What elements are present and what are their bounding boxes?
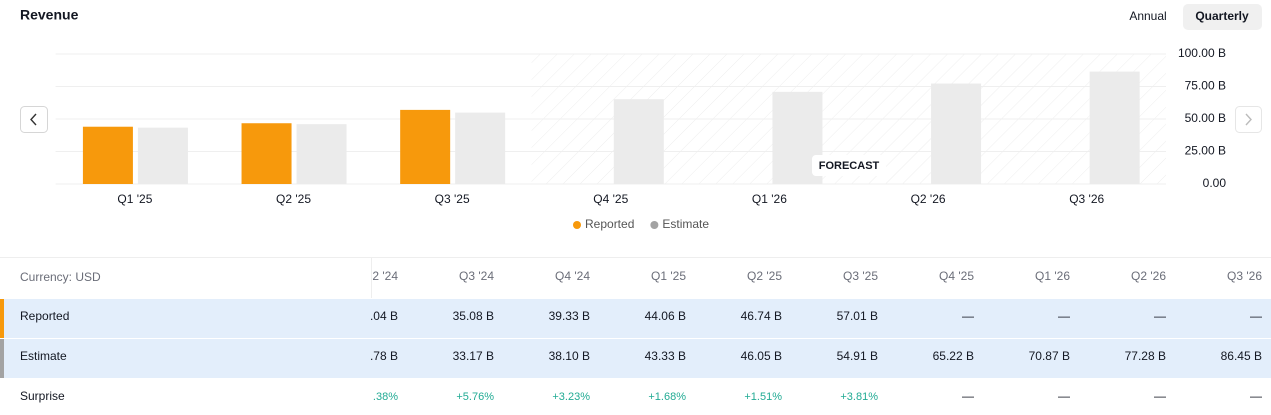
cell: —: [1058, 309, 1070, 323]
row-label: Reported: [20, 309, 69, 323]
column-header: Q4 '25: [939, 269, 974, 283]
column-header: Q4 '24: [555, 269, 590, 283]
row-bg: [0, 338, 1271, 378]
x-tick-label: Q2 '25: [276, 192, 311, 206]
column-header: Q3 '26: [1227, 269, 1262, 283]
bar: [1089, 71, 1140, 184]
bar: [931, 83, 982, 184]
y-tick-label: 75.00 B: [1185, 79, 1226, 93]
column-header: Q2 '25: [747, 269, 782, 283]
row-label: Surprise: [20, 389, 65, 403]
cell: 43.33 B: [645, 349, 686, 363]
cell: +5.76%: [456, 391, 494, 403]
legend-swatch: [650, 221, 659, 229]
bar: [400, 109, 451, 184]
y-tick-label: 50.00 B: [1185, 111, 1226, 125]
bar: [296, 124, 347, 184]
plot: 0.00 25.00 B 50.00 B 75.00 B 100.00 B Q1 '25 Q…: [55, 46, 1227, 231]
cell: +3.23%: [552, 391, 590, 403]
cell: 46.74 B: [741, 309, 782, 323]
cell: 65.22 B: [933, 349, 974, 363]
cell: 57.01 B: [837, 309, 878, 323]
cell: —: [1250, 309, 1262, 323]
cell: 77.28 B: [1125, 349, 1166, 363]
tab-active-bg: [1183, 4, 1262, 30]
row-stripe: [0, 338, 4, 378]
tab-annual[interactable]: Annual: [1129, 9, 1166, 23]
cell: 35.08 B: [453, 309, 494, 323]
row-bg: [0, 298, 1271, 338]
column-header: Q1 '25: [651, 269, 686, 283]
currency-label: Currency: USD: [20, 270, 101, 284]
title: Revenue: [20, 7, 79, 23]
cell: 86.45 B: [1221, 349, 1262, 363]
row-stripe: [0, 298, 4, 338]
cell: 54.91 B: [837, 349, 878, 363]
cell: .04 B: [370, 309, 398, 323]
legend-label: Reported: [585, 217, 634, 231]
x-tick-label: Q3 '25: [435, 192, 470, 206]
cell: 39.33 B: [549, 309, 590, 323]
cell: .78 B: [370, 349, 398, 363]
cell: 46.05 B: [741, 349, 782, 363]
bar: [455, 112, 506, 184]
x-tick-label: Q3 '26: [1069, 192, 1104, 206]
forecast-label: FORECAST: [819, 160, 880, 172]
y-tick-label: 25.00 B: [1185, 144, 1226, 158]
cell: +1.68%: [648, 391, 686, 403]
cell: —: [1058, 389, 1070, 403]
column-header: Q1 '26: [1035, 269, 1070, 283]
bar: [82, 126, 133, 184]
column-header: Q2 '26: [1131, 269, 1166, 283]
tab-quarterly[interactable]: Quarterly: [1195, 9, 1249, 23]
column-header: Q3 '25: [843, 269, 878, 283]
cell: —: [1250, 389, 1262, 403]
cell: —: [962, 309, 974, 323]
forecast-badge: [812, 155, 886, 176]
cell: 38.10 B: [549, 349, 590, 363]
legend-swatch: [573, 221, 581, 229]
column-header: 2 '24: [372, 269, 398, 283]
legend-label: Estimate: [662, 217, 709, 231]
y-tick-label: 0.00: [1203, 176, 1227, 190]
cell: —: [1154, 389, 1166, 403]
cell: 44.06 B: [645, 309, 686, 323]
x-tick-label: Q4 '25: [593, 192, 628, 206]
row-label: Estimate: [20, 349, 67, 363]
cell: 33.17 B: [453, 349, 494, 363]
x-tick-label: Q1 '26: [752, 192, 787, 206]
y-tick-label: 100.00 B: [1178, 46, 1226, 60]
cell: +1.51%: [744, 391, 782, 403]
cell: —: [962, 389, 974, 403]
next-button[interactable]: [1235, 106, 1262, 133]
bar: [613, 99, 664, 184]
x-tick-label: Q1 '25: [117, 192, 152, 206]
cell: —: [1154, 309, 1166, 323]
prev-button[interactable]: [20, 106, 48, 133]
bar: [137, 127, 188, 184]
cell: 70.87 B: [1029, 349, 1070, 363]
cell: .38%: [373, 391, 398, 403]
x-tick-label: Q2 '26: [911, 192, 946, 206]
cell: +3.81%: [840, 391, 878, 403]
column-header: Q3 '24: [459, 269, 494, 283]
bar: [241, 123, 292, 184]
table: Currency: USD 2 '24 Q3 '24 Q4 '24 Q1 '25 Q2 '…: [0, 257, 1271, 403]
